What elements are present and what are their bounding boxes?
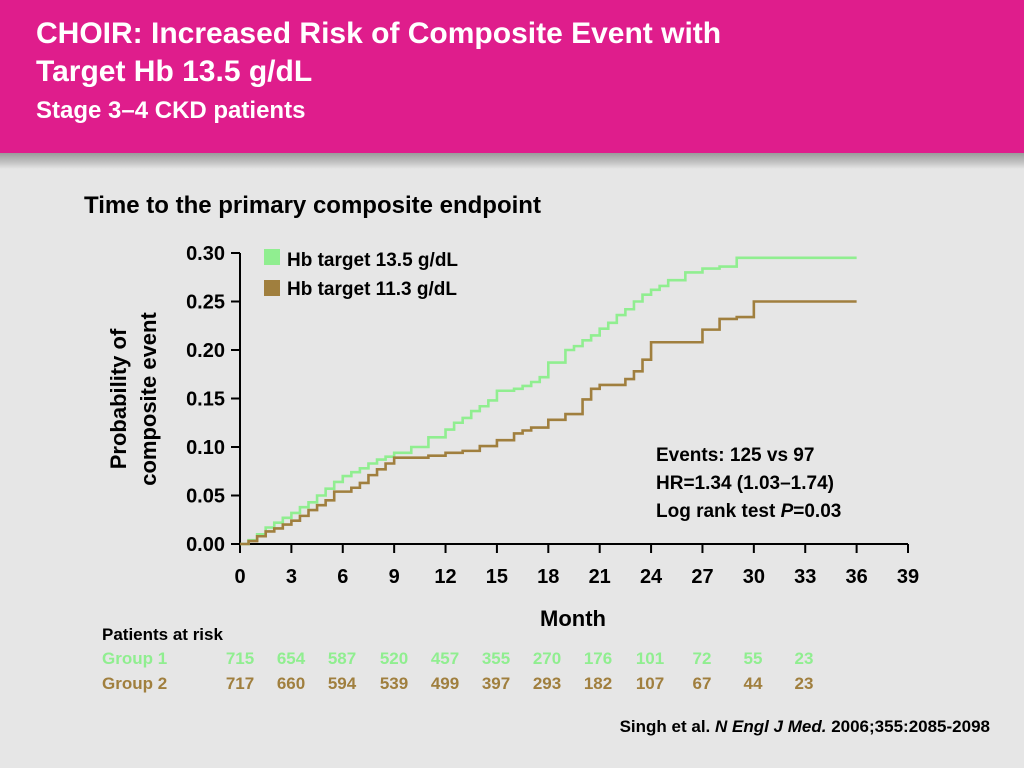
y-axis-label-line1: Probability of <box>106 328 131 469</box>
risk-group1-value: 72 <box>692 649 712 668</box>
title-banner <box>0 0 1024 153</box>
legend-swatch-group1 <box>264 249 280 265</box>
risk-group1-value: 654 <box>276 649 306 668</box>
risk-group1-value: 587 <box>327 649 357 668</box>
x-tick-label: 24 <box>640 566 663 588</box>
risk-group2-value: 182 <box>583 674 613 693</box>
citation-ref: 2006;355:2085-2098 <box>826 717 990 736</box>
citation: Singh et al. N Engl J Med. 2006;355:2085… <box>620 717 990 737</box>
chart-axes: 0 3 6 9 12 15 18 21 24 27 30 33 36 390.000.050.100.15… <box>186 243 919 588</box>
y-tick-label: 0.05 <box>186 486 225 508</box>
y-tick-label: 0.10 <box>186 437 225 459</box>
risk-group2-name: Group 2 <box>102 674 168 693</box>
slide-title: CHOIR: Increased Risk of Composite Event… <box>36 15 721 91</box>
risk-group2-value: 23 <box>794 674 814 693</box>
x-tick-label: 12 <box>434 566 456 588</box>
risk-group2-value: 539 <box>379 674 409 693</box>
legend-swatch-group2 <box>264 280 280 296</box>
x-tick-label: 9 <box>389 566 400 588</box>
risk-group2-value: 499 <box>430 674 460 693</box>
x-tick-label: 6 <box>337 566 348 588</box>
x-tick-label: 18 <box>537 566 559 588</box>
chart-series <box>240 256 857 546</box>
slide-title-line1: CHOIR: Increased Risk of Composite Event… <box>36 17 722 50</box>
x-axis-label: Month <box>540 606 606 631</box>
citation-journal: N Engl J Med. <box>715 717 827 736</box>
risk-group1-value: 715 <box>225 649 255 668</box>
risk-group2-value: 660 <box>276 674 306 693</box>
risk-group2-value: 397 <box>481 674 511 693</box>
risk-group2-value: 44 <box>743 674 763 693</box>
risk-group1-value: 101 <box>635 649 665 668</box>
risk-group1-value: 355 <box>481 649 511 668</box>
risk-group1-value: 270 <box>532 649 562 668</box>
km-curve-group1 <box>240 256 857 546</box>
legend-label-group2: Hb target 11.3 g/dL <box>287 279 457 300</box>
y-tick-label: 0.20 <box>186 340 225 362</box>
citation-authors: Singh et al. <box>619 717 715 736</box>
x-tick-label: 15 <box>486 566 508 588</box>
legend-label-group1: Hb target 13.5 g/dL <box>287 250 458 271</box>
events-annotation: Events: 125 vs 97 <box>656 445 815 466</box>
logrank-annotation: Log rank test P=0.03 <box>656 501 841 523</box>
y-axis-label-line2: composite event <box>136 312 161 486</box>
km-curve-group2 <box>240 300 857 546</box>
y-tick-label: 0.30 <box>186 243 225 265</box>
patients-at-risk-label: Patients at risk <box>102 625 223 644</box>
x-tick-label: 30 <box>743 566 765 588</box>
banner-shadow <box>0 153 1024 169</box>
logrank-value: =0.03 <box>793 501 842 522</box>
risk-group2-value: 107 <box>635 674 665 693</box>
slide-subtitle: Stage 3–4 CKD patients <box>36 97 306 124</box>
logrank-prefix: Log rank test <box>656 501 781 522</box>
x-tick-label: 33 <box>794 566 816 588</box>
risk-group1-value: 176 <box>583 649 613 668</box>
hazard-ratio-annotation: HR=1.34 (1.03–1.74) <box>656 473 834 494</box>
x-tick-label: 36 <box>845 566 867 588</box>
risk-group1-value: 23 <box>794 649 814 668</box>
x-tick-label: 27 <box>691 566 713 588</box>
y-tick-label: 0.15 <box>186 389 225 411</box>
y-tick-label: 0.00 <box>186 534 225 556</box>
x-tick-label: 21 <box>589 566 611 588</box>
risk-group2-value: 293 <box>532 674 562 693</box>
risk-group1-value: 520 <box>379 649 409 668</box>
x-tick-label: 39 <box>897 566 919 588</box>
slide-title-line2: Target Hb 13.5 g/dL <box>36 55 313 88</box>
logrank-p: P <box>780 501 794 522</box>
y-tick-label: 0.25 <box>186 292 225 314</box>
risk-group1-value: 457 <box>430 649 460 668</box>
x-tick-label: 3 <box>286 566 297 588</box>
risk-group1-name: Group 1 <box>102 649 168 668</box>
x-tick-label: 0 <box>234 566 245 588</box>
risk-group2-value: 717 <box>225 674 255 693</box>
chart-legend: Hb target 13.5 g/dL Hb target 11.3 g/dL <box>264 249 458 300</box>
risk-group1-value: 55 <box>743 649 763 668</box>
risk-group2-value: 67 <box>692 674 712 693</box>
chart-title: Time to the primary composite endpoint <box>84 192 541 219</box>
risk-group2-value: 594 <box>327 674 357 693</box>
